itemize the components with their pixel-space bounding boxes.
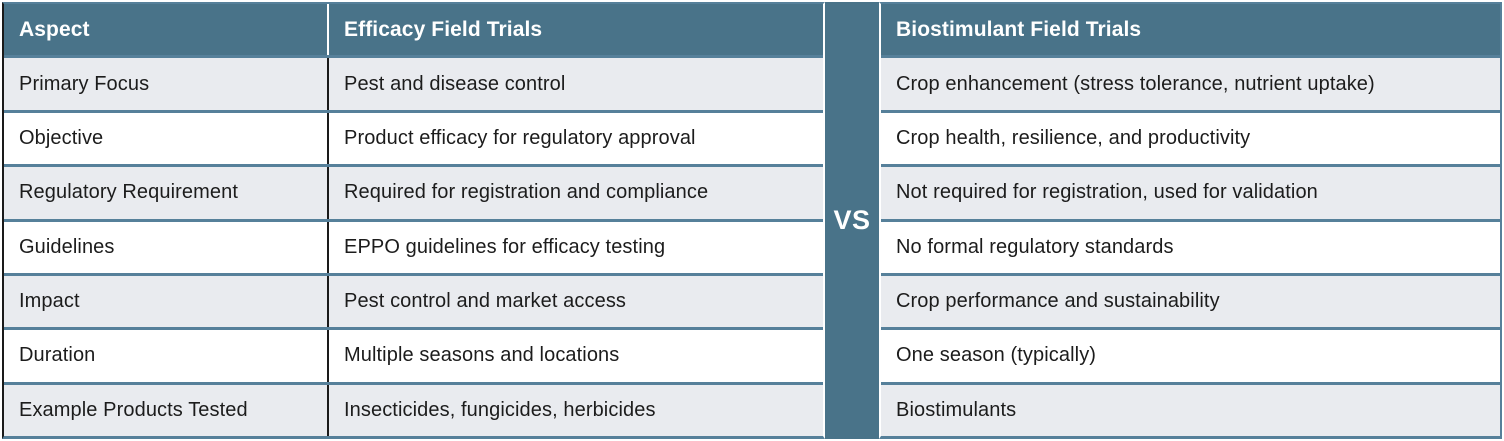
table-row: Duration Multiple seasons and locations	[4, 327, 823, 382]
efficacy-value: EPPO guidelines for efficacy testing	[344, 235, 666, 258]
table-row: Crop health, resilience, and productivit…	[881, 109, 1500, 165]
aspect-label: Primary Focus	[4, 58, 329, 110]
aspect-label: Example Products Tested	[4, 384, 329, 436]
efficacy-table: Aspect Efficacy Field Trials Primary Foc…	[2, 2, 825, 439]
efficacy-value: Product efficacy for regulatory approval	[344, 126, 696, 149]
table-row: Biostimulants	[881, 381, 1500, 436]
efficacy-value: Pest and disease control	[344, 72, 566, 95]
aspect-column-header: Aspect	[4, 4, 329, 56]
aspect-label: Duration	[4, 330, 329, 382]
biostimulant-value: Crop performance and sustainability	[896, 290, 1220, 313]
biostimulant-table: Biostimulant Field Trials Crop enhanceme…	[879, 2, 1502, 439]
table-row: Regulatory Requirement Required for regi…	[4, 164, 823, 219]
table-row: Not required for registration, used for …	[881, 164, 1500, 219]
table-row: Crop enhancement (stress tolerance, nutr…	[881, 55, 1500, 110]
table-row: Example Products Tested Insecticides, fu…	[4, 381, 823, 436]
efficacy-value: Multiple seasons and locations	[344, 344, 620, 367]
table-row: Objective Product efficacy for regulator…	[4, 109, 823, 165]
aspect-label: Guidelines	[4, 221, 329, 273]
biostimulant-value: Crop enhancement (stress tolerance, nutr…	[896, 72, 1375, 95]
biostimulant-value: Crop health, resilience, and productivit…	[896, 126, 1251, 149]
biostimulant-value: One season (typically)	[896, 344, 1097, 367]
biostimulant-column-header: Biostimulant Field Trials	[896, 17, 1142, 41]
aspect-label: Regulatory Requirement	[4, 167, 329, 219]
vs-divider: VS	[825, 2, 879, 439]
efficacy-value: Pest control and market access	[344, 290, 627, 313]
efficacy-value: Insecticides, fungicides, herbicides	[344, 398, 656, 421]
efficacy-column-header: Efficacy Field Trials	[344, 17, 543, 41]
efficacy-value: Required for registration and compliance	[344, 181, 709, 204]
table-row: Guidelines EPPO guidelines for efficacy …	[4, 218, 823, 273]
table-row: Impact Pest control and market access	[4, 272, 823, 328]
efficacy-table-header-row: Aspect Efficacy Field Trials	[4, 4, 823, 56]
table-row: Crop performance and sustainability	[881, 272, 1500, 328]
biostimulant-value: Not required for registration, used for …	[896, 181, 1318, 204]
aspect-label: Objective	[4, 112, 329, 165]
aspect-label: Impact	[4, 275, 329, 328]
biostimulant-value: Biostimulants	[896, 398, 1017, 421]
biostimulant-value: No formal regulatory standards	[896, 235, 1174, 258]
biostimulant-table-header-row: Biostimulant Field Trials	[881, 4, 1500, 56]
table-row: One season (typically)	[881, 327, 1500, 382]
table-row: No formal regulatory standards	[881, 218, 1500, 273]
table-row: Primary Focus Pest and disease control	[4, 55, 823, 110]
